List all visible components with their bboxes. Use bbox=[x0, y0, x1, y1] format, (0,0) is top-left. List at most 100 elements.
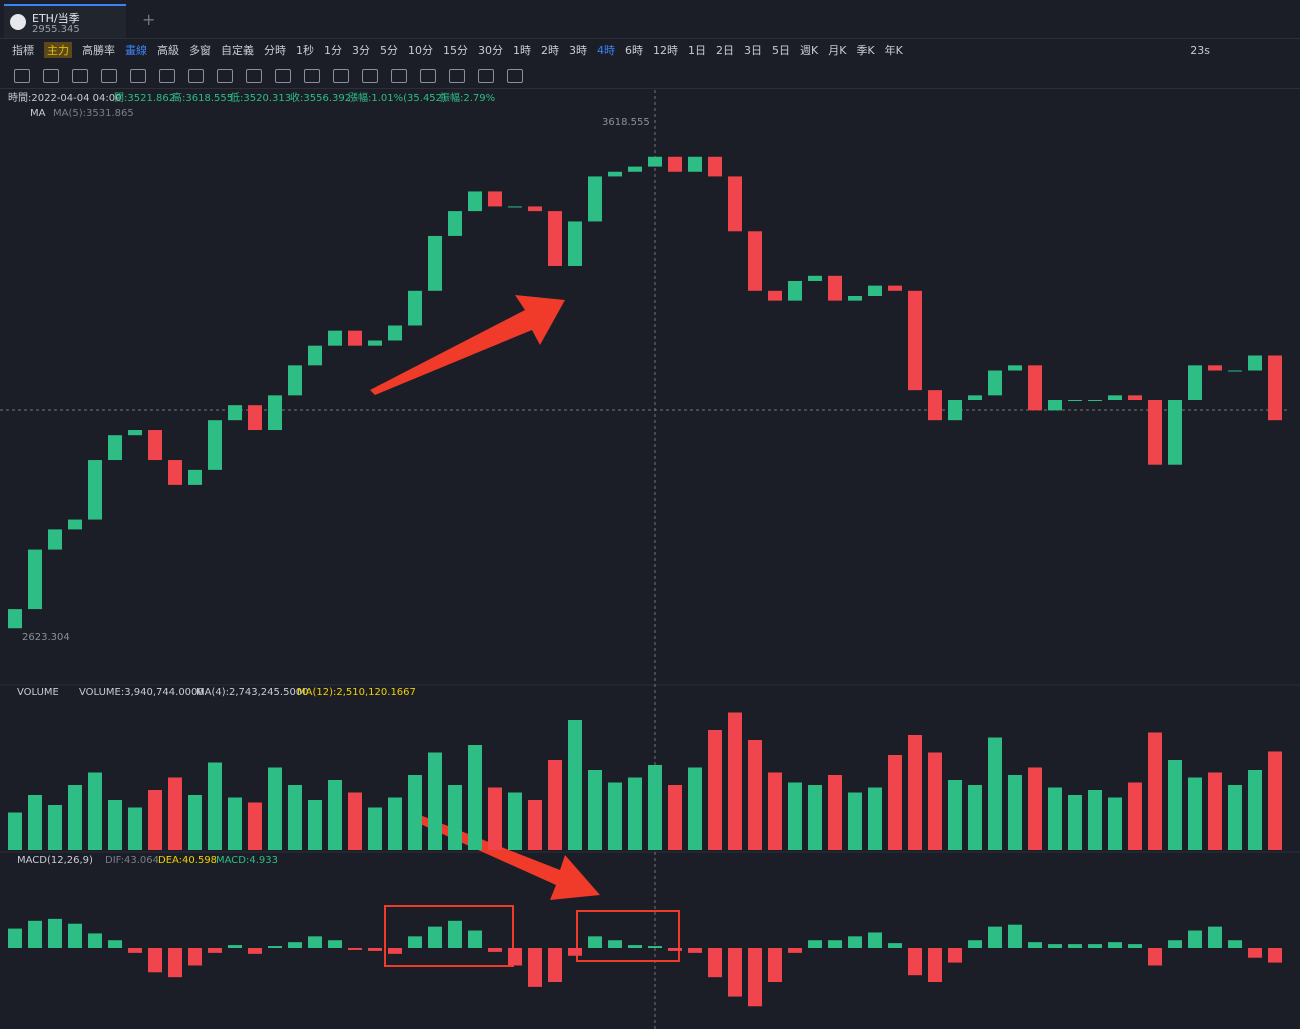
candle bbox=[28, 549, 42, 610]
volume-bar bbox=[148, 790, 162, 850]
macd-bar bbox=[1228, 940, 1242, 948]
candle bbox=[328, 330, 342, 346]
toolbar-item[interactable]: 指標 bbox=[12, 44, 34, 57]
toolbar-item[interactable]: 高勝率 bbox=[82, 44, 115, 57]
tool-icon[interactable] bbox=[217, 69, 233, 83]
legend: MA(4):2,743,245.5000 bbox=[196, 687, 309, 698]
volume-bar bbox=[968, 785, 982, 850]
interval[interactable]: 季K bbox=[856, 44, 875, 57]
tool-icon[interactable] bbox=[304, 69, 320, 83]
add-tab[interactable]: + bbox=[142, 10, 156, 29]
macd-bar bbox=[768, 948, 782, 982]
volume-bar bbox=[388, 797, 402, 850]
candle bbox=[488, 191, 502, 207]
toolbar-item[interactable]: 多窗 bbox=[189, 44, 211, 57]
candle bbox=[828, 275, 842, 301]
coin-icon bbox=[10, 14, 26, 30]
macd-bar bbox=[1108, 942, 1122, 948]
macd-bar bbox=[748, 948, 762, 1007]
candle bbox=[108, 435, 122, 461]
volume-bar bbox=[1108, 797, 1122, 850]
interval[interactable]: 5分 bbox=[380, 44, 398, 57]
macd-bar bbox=[968, 940, 982, 948]
macd-bar bbox=[548, 948, 562, 982]
interval[interactable]: 1分 bbox=[324, 44, 342, 57]
interval[interactable]: 3日 bbox=[744, 44, 762, 57]
candle bbox=[308, 345, 322, 366]
toolbar-item[interactable]: 高級 bbox=[157, 44, 179, 57]
toolbar-item[interactable]: 畫線 bbox=[125, 44, 147, 57]
tool-icon[interactable] bbox=[362, 69, 378, 83]
candle bbox=[148, 430, 162, 461]
tool-icon[interactable] bbox=[420, 69, 436, 83]
candle bbox=[568, 221, 582, 266]
interval[interactable]: 年K bbox=[884, 44, 903, 57]
interval[interactable]: 15分 bbox=[443, 44, 468, 57]
macd-bar bbox=[568, 948, 582, 956]
candle bbox=[8, 609, 22, 629]
macd-bar bbox=[428, 926, 442, 948]
tool-icon[interactable] bbox=[159, 69, 175, 83]
tool-icon[interactable] bbox=[275, 69, 291, 83]
candle bbox=[408, 290, 422, 326]
interval[interactable]: 1秒 bbox=[296, 44, 314, 57]
interval[interactable]: 5日 bbox=[772, 44, 790, 57]
tool-icon[interactable] bbox=[478, 69, 494, 83]
interval[interactable]: 3時 bbox=[569, 44, 587, 57]
interval[interactable]: 6時 bbox=[625, 44, 643, 57]
interval[interactable]: 1時 bbox=[513, 44, 531, 57]
interval[interactable]: 月K bbox=[828, 44, 847, 57]
tool-icon[interactable] bbox=[130, 69, 146, 83]
candle bbox=[768, 290, 782, 301]
candle bbox=[548, 211, 562, 266]
tool-icon[interactable] bbox=[14, 69, 30, 83]
tool-icon[interactable] bbox=[449, 69, 465, 83]
info-open: 開:3521.862 bbox=[114, 92, 175, 104]
volume-bar bbox=[368, 807, 382, 850]
candle bbox=[628, 166, 642, 172]
tool-icon[interactable] bbox=[507, 69, 523, 83]
candle bbox=[368, 340, 382, 346]
macd-bar bbox=[648, 946, 662, 948]
volume-bar bbox=[208, 762, 222, 850]
tool-icon[interactable] bbox=[101, 69, 117, 83]
tool-icon[interactable] bbox=[43, 69, 59, 83]
interval[interactable]: 2時 bbox=[541, 44, 559, 57]
volume-bar bbox=[408, 775, 422, 850]
interval[interactable]: 30分 bbox=[478, 44, 503, 57]
macd-bar bbox=[928, 948, 942, 982]
candle bbox=[1128, 395, 1142, 401]
volume-bar bbox=[248, 802, 262, 850]
interval[interactable]: 2日 bbox=[716, 44, 734, 57]
volume-bar bbox=[608, 782, 622, 850]
candle bbox=[1148, 400, 1162, 465]
macd-bar bbox=[1188, 930, 1202, 948]
candle bbox=[1028, 365, 1042, 411]
tool-icon[interactable] bbox=[72, 69, 88, 83]
macd-bar bbox=[208, 948, 222, 953]
candle bbox=[848, 295, 862, 301]
interval[interactable]: 分時 bbox=[264, 44, 286, 57]
volume-bar bbox=[1088, 790, 1102, 850]
toolbar-item[interactable]: 主力 bbox=[44, 42, 72, 58]
interval[interactable]: 1日 bbox=[688, 44, 706, 57]
tool-icon[interactable] bbox=[391, 69, 407, 83]
ma-value: MA(5):3531.865 bbox=[53, 108, 134, 119]
interval[interactable]: 10分 bbox=[408, 44, 433, 57]
macd-bar bbox=[1128, 944, 1142, 948]
symbol-tab[interactable]: ETH/当季 2955.345 bbox=[4, 4, 126, 38]
interval[interactable]: 12時 bbox=[653, 44, 678, 57]
macd-bar bbox=[308, 936, 322, 948]
volume-bar bbox=[188, 795, 202, 850]
tool-icon[interactable] bbox=[188, 69, 204, 83]
macd-bar bbox=[388, 948, 402, 954]
tool-icon[interactable] bbox=[333, 69, 349, 83]
interval[interactable]: 3分 bbox=[352, 44, 370, 57]
tool-icon[interactable] bbox=[246, 69, 262, 83]
interval[interactable]: 週K bbox=[800, 44, 819, 57]
toolbar-item[interactable]: 自定義 bbox=[221, 44, 254, 57]
interval[interactable]: 4時 bbox=[597, 44, 615, 57]
macd-bar bbox=[608, 940, 622, 948]
volume-bar bbox=[28, 795, 42, 850]
